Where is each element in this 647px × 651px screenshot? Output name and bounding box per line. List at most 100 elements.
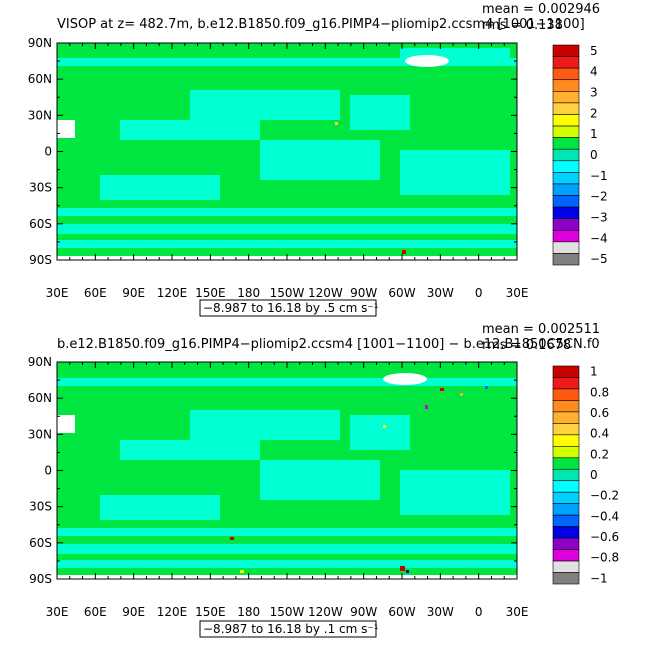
band-cyan xyxy=(260,140,380,180)
colorbar-label: 2 xyxy=(590,106,598,120)
masked-region xyxy=(57,120,75,138)
mean-label: mean = 0.002946 xyxy=(482,2,600,17)
band-cyan xyxy=(57,58,517,66)
panel-title: b.e12.B1850.f09_g16.PIMP4−pliomip2.ccsm4… xyxy=(57,337,600,352)
colorbar: 1 0.8 0.6 0.4 0.2 0 −0.2 −0.4 −0.6 −0.8 −1 xyxy=(552,365,619,585)
colorbar-label: −2 xyxy=(590,190,608,204)
band-cyan xyxy=(120,440,260,460)
band-cyan xyxy=(100,495,220,520)
colorbar-label: 0.8 xyxy=(590,385,609,399)
hot-spot xyxy=(335,122,338,125)
colorbar-label: −0.2 xyxy=(590,489,619,503)
map-area xyxy=(57,43,517,260)
hot-spot xyxy=(240,570,244,573)
x-tick-label: 120E xyxy=(157,605,188,619)
colorbar-label: −0.4 xyxy=(590,509,619,523)
band-cyan xyxy=(400,48,510,58)
colorbar-swatch xyxy=(552,457,580,470)
colorbar-swatch xyxy=(552,377,580,390)
band-cyan xyxy=(350,95,410,130)
y-tick-label: 60S xyxy=(29,536,52,550)
colorbar-swatch xyxy=(552,537,580,550)
colorbar-swatch xyxy=(552,526,580,539)
axis-ticks: 90N 60N 30N 0 30S 60S 90S 30E 60E 90E 120E 150E 180 1… xyxy=(28,355,529,619)
band-cyan xyxy=(57,224,517,234)
colorbar-label: −0.6 xyxy=(590,530,619,544)
x-tick-label: 150E xyxy=(195,605,226,619)
x-tick-label: 90W xyxy=(350,605,377,619)
x-tick-label: 30E xyxy=(506,286,529,300)
colorbar: 5 4 3 2 1 0 −1 −2 −3 −4 −5 xyxy=(552,44,608,266)
panel-top: VISOP at z= 482.7m, b.e12.B1850.f09_g16.… xyxy=(28,2,608,317)
colorbar-swatch xyxy=(552,114,580,127)
x-tick-label: 0 xyxy=(475,605,483,619)
x-tick-label: 120E xyxy=(157,286,188,300)
colorbar-swatch xyxy=(552,491,580,504)
colorbar-label: 0 xyxy=(590,468,598,482)
colorbar-label: −1 xyxy=(590,571,608,585)
y-tick-label: 60N xyxy=(28,72,52,86)
panel-title: VISOP at z= 482.7m, b.e12.B1850.f09_g16.… xyxy=(57,17,585,32)
hot-spot xyxy=(383,425,386,428)
colorbar-swatch xyxy=(552,218,580,231)
y-tick-label: 30N xyxy=(28,108,52,122)
y-tick-label: 0 xyxy=(44,145,52,159)
masked-region xyxy=(57,415,75,433)
colorbar-swatch xyxy=(552,125,580,138)
colorbar-swatch xyxy=(552,480,580,493)
band-cyan xyxy=(260,460,380,500)
hot-spot xyxy=(485,386,488,389)
x-tick-label: 90E xyxy=(122,605,145,619)
band-cyan xyxy=(57,208,517,216)
band-cyan xyxy=(400,470,510,515)
x-tick-label: 30W xyxy=(427,286,454,300)
x-tick-label: 30E xyxy=(506,605,529,619)
colorbar-label: 3 xyxy=(590,85,598,99)
colorbar-label: −5 xyxy=(590,252,608,266)
colorbar-swatch xyxy=(552,172,580,185)
y-tick-label: 90S xyxy=(29,572,52,586)
band-cyan xyxy=(100,175,220,200)
band-cyan xyxy=(57,378,517,386)
colorbar-swatch xyxy=(552,91,580,104)
colorbar-label: 0.4 xyxy=(590,427,609,441)
x-tick-label: 30E xyxy=(46,286,69,300)
hot-spot xyxy=(425,405,428,409)
y-tick-label: 60S xyxy=(29,217,52,231)
band-cyan xyxy=(57,240,517,248)
band-cyan xyxy=(190,90,340,120)
colorbar-swatch xyxy=(552,229,580,243)
colorbar-swatch xyxy=(552,44,580,57)
colorbar-swatch xyxy=(552,572,580,585)
y-tick-label: 30N xyxy=(28,427,52,441)
colorbar-swatch xyxy=(552,446,580,459)
colorbar-swatch xyxy=(552,400,580,413)
colorbar-swatch xyxy=(552,514,580,527)
colorbar-label: 4 xyxy=(590,65,598,79)
colorbar-swatch xyxy=(552,241,580,254)
x-tick-label: 150E xyxy=(195,286,226,300)
colorbar-label: 5 xyxy=(590,44,598,58)
hot-spot xyxy=(440,388,444,391)
colorbar-swatch xyxy=(552,79,580,92)
axis-ticks: 90N 60N 30N 0 30S 60S 90S 30E 60E 90E 120E 150E 180 1… xyxy=(28,36,529,300)
colorbar-label: −1 xyxy=(590,169,608,183)
range-box xyxy=(199,299,377,317)
colorbar-swatch xyxy=(552,468,580,482)
colorbar-swatch xyxy=(552,549,580,562)
x-tick-label: 60E xyxy=(84,605,107,619)
map-area xyxy=(57,362,517,579)
band-cyan xyxy=(190,410,340,440)
x-tick-label: 60W xyxy=(388,605,415,619)
range-label: −8.987 to 16.18 by .1 cm s⁻¹ xyxy=(203,622,379,636)
hot-spot xyxy=(230,537,234,540)
x-tick-label: 150W xyxy=(270,605,305,619)
y-tick-label: 90N xyxy=(28,355,52,369)
band-cyan xyxy=(400,150,510,195)
colorbar-swatch xyxy=(552,160,580,173)
colorbar-label: 1 xyxy=(590,127,598,141)
colorbar-swatch xyxy=(552,148,580,162)
rms-label: rms = 0.1678 xyxy=(482,338,571,353)
range-box xyxy=(199,620,377,638)
